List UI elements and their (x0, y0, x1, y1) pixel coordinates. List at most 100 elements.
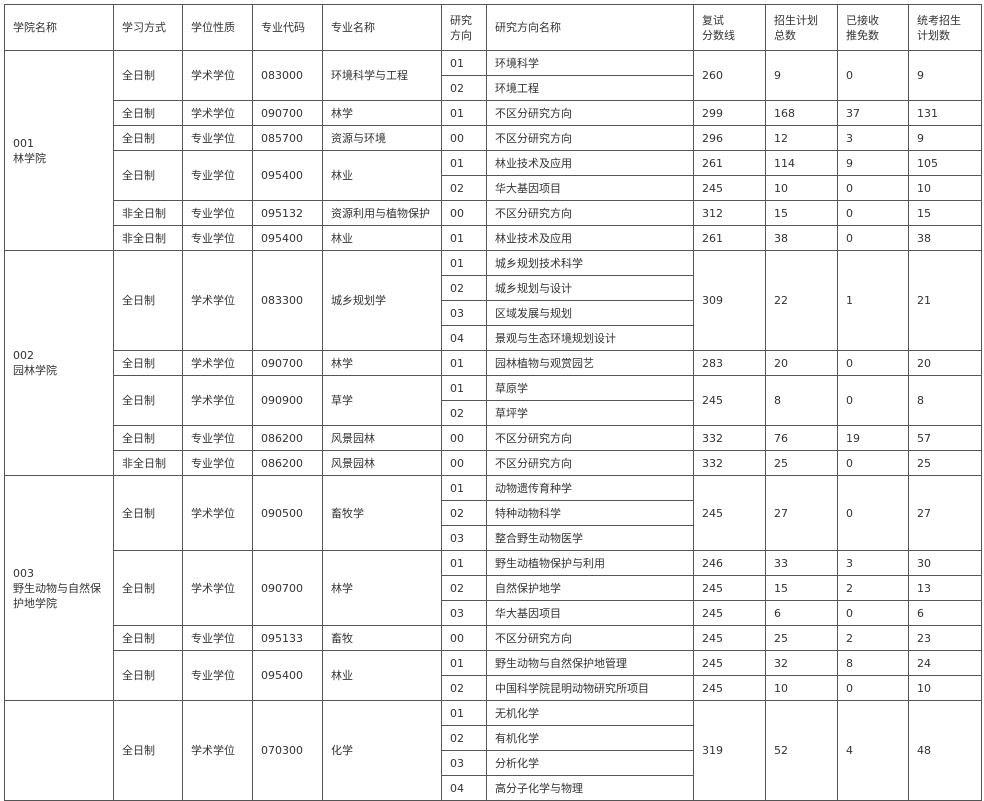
direction-name: 林业技术及应用 (486, 150, 694, 176)
header-total-line2: 总数 (774, 28, 796, 42)
major-code: 095400 (252, 150, 323, 201)
major-code: 090700 (252, 100, 323, 126)
direction-name: 华大基因项目 (486, 175, 694, 201)
direction-name: 分析化学 (486, 750, 694, 776)
admissions-table: 学院名称 学习方式 学位性质 专业代码 专业名称 研究 方向 研究方向名称 复试分… (4, 4, 982, 801)
direction-code: 00 (441, 425, 487, 451)
table-row: 001 林学院 全日制 学术学位 083000 环境科学与工程 01 环境科学 260 9 0 9 (4, 50, 982, 251)
retest-score: 283 (693, 350, 766, 376)
study-mode: 非全日制 (113, 450, 183, 476)
enrollment-total: 8 (765, 375, 838, 426)
direction-code: 01 (441, 475, 487, 501)
table-row: 03 分析化学 (5, 750, 982, 776)
table-row: 全日制 学术学位 090900 草学 01 草原学 245 8 0 8 (5, 375, 982, 426)
header-dir-code: 研究 方向 (441, 4, 487, 51)
direction-name: 自然保护地学 (486, 575, 694, 601)
degree-type: 专业学位 (182, 625, 253, 651)
recommended-count: 0 (837, 450, 909, 476)
table-row: 全日制 学术学位 070300 化学 01 无机化学 319 52 4 48 (4, 700, 982, 801)
header-major: 专业名称 (322, 4, 442, 51)
major-code: 095400 (252, 225, 323, 251)
college-code: 001 (13, 136, 34, 150)
direction-code: 02 (441, 675, 487, 701)
direction-code: 01 (441, 225, 487, 251)
table-row: 03 区域发展与规划 (5, 300, 982, 326)
recommended-count: 37 (837, 100, 909, 126)
direction-code: 00 (441, 200, 487, 226)
direction-name: 特种动物科学 (486, 500, 694, 526)
table-row: 02 华大基因项目 245 10 0 10 (5, 175, 982, 201)
exam-plan-count: 57 (908, 425, 982, 451)
direction-code: 02 (441, 500, 487, 526)
enrollment-total: 10 (765, 175, 838, 201)
exam-plan-count: 9 (908, 50, 982, 101)
enrollment-total: 22 (765, 250, 838, 351)
degree-type: 专业学位 (182, 425, 253, 451)
study-mode: 非全日制 (113, 225, 183, 251)
major-name: 畜牧学 (322, 475, 442, 551)
college-cell: 002 园林学院 (4, 250, 114, 476)
direction-name: 野生动物与自然保护地管理 (486, 650, 694, 676)
recommended-count: 0 (837, 200, 909, 226)
direction-name: 园林植物与观赏园艺 (486, 350, 694, 376)
header-plan-line1: 统考招生 (917, 13, 961, 27)
college-code: 003 (13, 566, 34, 580)
exam-plan-count: 24 (908, 650, 982, 676)
enrollment-total: 6 (765, 600, 838, 626)
table-row: 002 园林学院 全日制 学术学位 083300 城乡规划学 01 城乡规划技术科学 309 22… (4, 250, 982, 476)
exam-plan-count: 48 (908, 700, 982, 801)
direction-code: 02 (441, 725, 487, 751)
recommended-count: 1 (837, 250, 909, 351)
direction-name: 有机化学 (486, 725, 694, 751)
recommended-count: 4 (837, 700, 909, 801)
header-dir-code-line2: 方向 (450, 28, 472, 42)
header-college: 学院名称 (4, 4, 114, 51)
study-mode: 全日制 (113, 550, 183, 626)
table-row: 全日制 专业学位 095400 林业 01 野生动物与自然保护地管理 245 32 8 24 (5, 650, 982, 701)
major-code: 083300 (252, 250, 323, 351)
header-score-line2: 分数线 (702, 28, 735, 42)
table-row: 04 景观与生态环境规划设计 (5, 325, 982, 351)
header-dir-name: 研究方向名称 (486, 4, 694, 51)
major-code: 090900 (252, 375, 323, 426)
enrollment-total: 168 (765, 100, 838, 126)
direction-code: 02 (441, 275, 487, 301)
college-name: 园林学院 (13, 364, 57, 377)
direction-code: 02 (441, 175, 487, 201)
recommended-count: 0 (837, 675, 909, 701)
direction-code: 00 (441, 625, 487, 651)
header-code: 专业代码 (252, 4, 323, 51)
major-name: 风景园林 (322, 425, 442, 451)
enrollment-total: 32 (765, 650, 838, 676)
header-mode: 学习方式 (113, 4, 183, 51)
major-code: 090700 (252, 350, 323, 376)
direction-code: 01 (441, 100, 487, 126)
college-code: 002 (13, 349, 34, 362)
direction-name: 高分子化学与物理 (486, 775, 694, 801)
header-recommended-line2: 推免数 (846, 28, 879, 42)
major-name: 林业 (322, 650, 442, 701)
degree-type: 学术学位 (182, 350, 253, 376)
study-mode: 全日制 (113, 700, 183, 801)
direction-name: 区域发展与规划 (486, 300, 694, 326)
direction-code: 00 (441, 450, 487, 476)
recommended-count: 0 (837, 225, 909, 251)
degree-type: 学术学位 (182, 700, 253, 801)
recommended-count: 19 (837, 425, 909, 451)
direction-name: 环境工程 (486, 75, 694, 101)
direction-code: 02 (441, 75, 487, 101)
retest-score: 299 (693, 100, 766, 126)
major-name: 资源利用与植物保护 (322, 200, 442, 226)
header-plan-line2: 计划数 (917, 28, 950, 42)
exam-plan-count: 131 (908, 100, 982, 126)
exam-plan-count: 27 (908, 475, 982, 551)
header-recommended-line1: 已接收 (846, 13, 879, 27)
header-score: 复试 分数线 (693, 4, 766, 51)
retest-score: 245 (693, 675, 766, 701)
direction-code: 01 (441, 350, 487, 376)
study-mode: 全日制 (113, 100, 183, 126)
retest-score: 245 (693, 175, 766, 201)
direction-name: 草原学 (486, 375, 694, 401)
exam-plan-count: 23 (908, 625, 982, 651)
major-code: 095132 (252, 200, 323, 226)
